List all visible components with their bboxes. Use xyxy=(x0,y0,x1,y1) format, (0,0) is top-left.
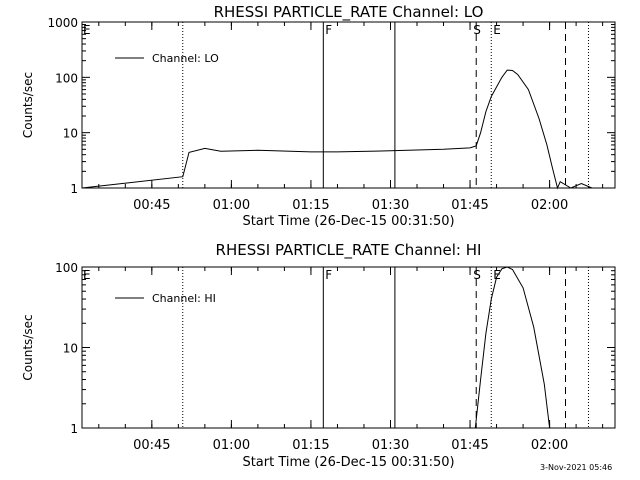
chart-1-series-line xyxy=(474,266,551,429)
chart-0-xtick-label: 01:15 xyxy=(292,198,329,213)
chart-1-xtick-label: 01:45 xyxy=(451,438,488,453)
chart-0-edge-label: E xyxy=(83,23,91,37)
chart-1-marker-label: F xyxy=(325,268,332,282)
chart-1-marker-label: S xyxy=(473,268,481,282)
chart-1-xtick-label: 01:15 xyxy=(292,438,329,453)
chart-0-marker-label: E xyxy=(493,23,501,37)
chart-0-xlabel: Start Time (26-Dec-15 00:31:50) xyxy=(242,214,454,229)
chart-1-ytick-label: 10 xyxy=(63,342,78,356)
chart-0-ytick-label: 10 xyxy=(63,127,78,141)
chart-1-marker-label: E xyxy=(493,268,501,282)
chart-0-xtick-label: 00:45 xyxy=(133,198,170,213)
chart-1-xlabel: Start Time (26-Dec-15 00:31:50) xyxy=(242,455,454,470)
chart-1-edge-label: E xyxy=(83,268,91,282)
chart-1-title: RHESSI PARTICLE_RATE Channel: HI xyxy=(216,241,482,260)
chart-1-legend-label: Channel: HI xyxy=(152,292,216,305)
chart-0-ylabel: Counts/sec xyxy=(21,72,35,138)
chart-0-xtick-label: 01:00 xyxy=(213,198,250,213)
chart-1-xtick-label: 02:00 xyxy=(531,438,568,453)
chart-0-legend-label: Channel: LO xyxy=(152,52,219,65)
chart-0-ytick-label: 1 xyxy=(70,182,78,196)
chart-0-marker-label: S xyxy=(473,23,481,37)
chart-1-ytick-label: 1 xyxy=(70,422,78,436)
chart-1-ylabel: Counts/sec xyxy=(21,314,35,380)
chart-0-xtick-label: 02:00 xyxy=(531,198,568,213)
chart-0-plot-frame xyxy=(81,21,616,189)
chart-1-xtick-label: 01:00 xyxy=(213,438,250,453)
chart-0-xtick-label: 01:45 xyxy=(451,198,488,213)
chart-1-xtick-label: 01:30 xyxy=(372,438,409,453)
chart-0-marker-label: F xyxy=(325,23,332,37)
footer-timestamp: 3-Nov-2021 05:46 xyxy=(540,463,613,472)
chart-0-xtick-label: 01:30 xyxy=(372,198,409,213)
chart-1-ytick-label: 100 xyxy=(55,261,78,275)
chart-0-series-line xyxy=(81,69,593,190)
chart-1-xtick-label: 00:45 xyxy=(133,438,170,453)
chart-0-title: RHESSI PARTICLE_RATE Channel: LO xyxy=(214,3,484,22)
chart-0-ytick-label: 100 xyxy=(55,71,78,85)
chart-0-ytick-label: 1000 xyxy=(47,16,78,30)
